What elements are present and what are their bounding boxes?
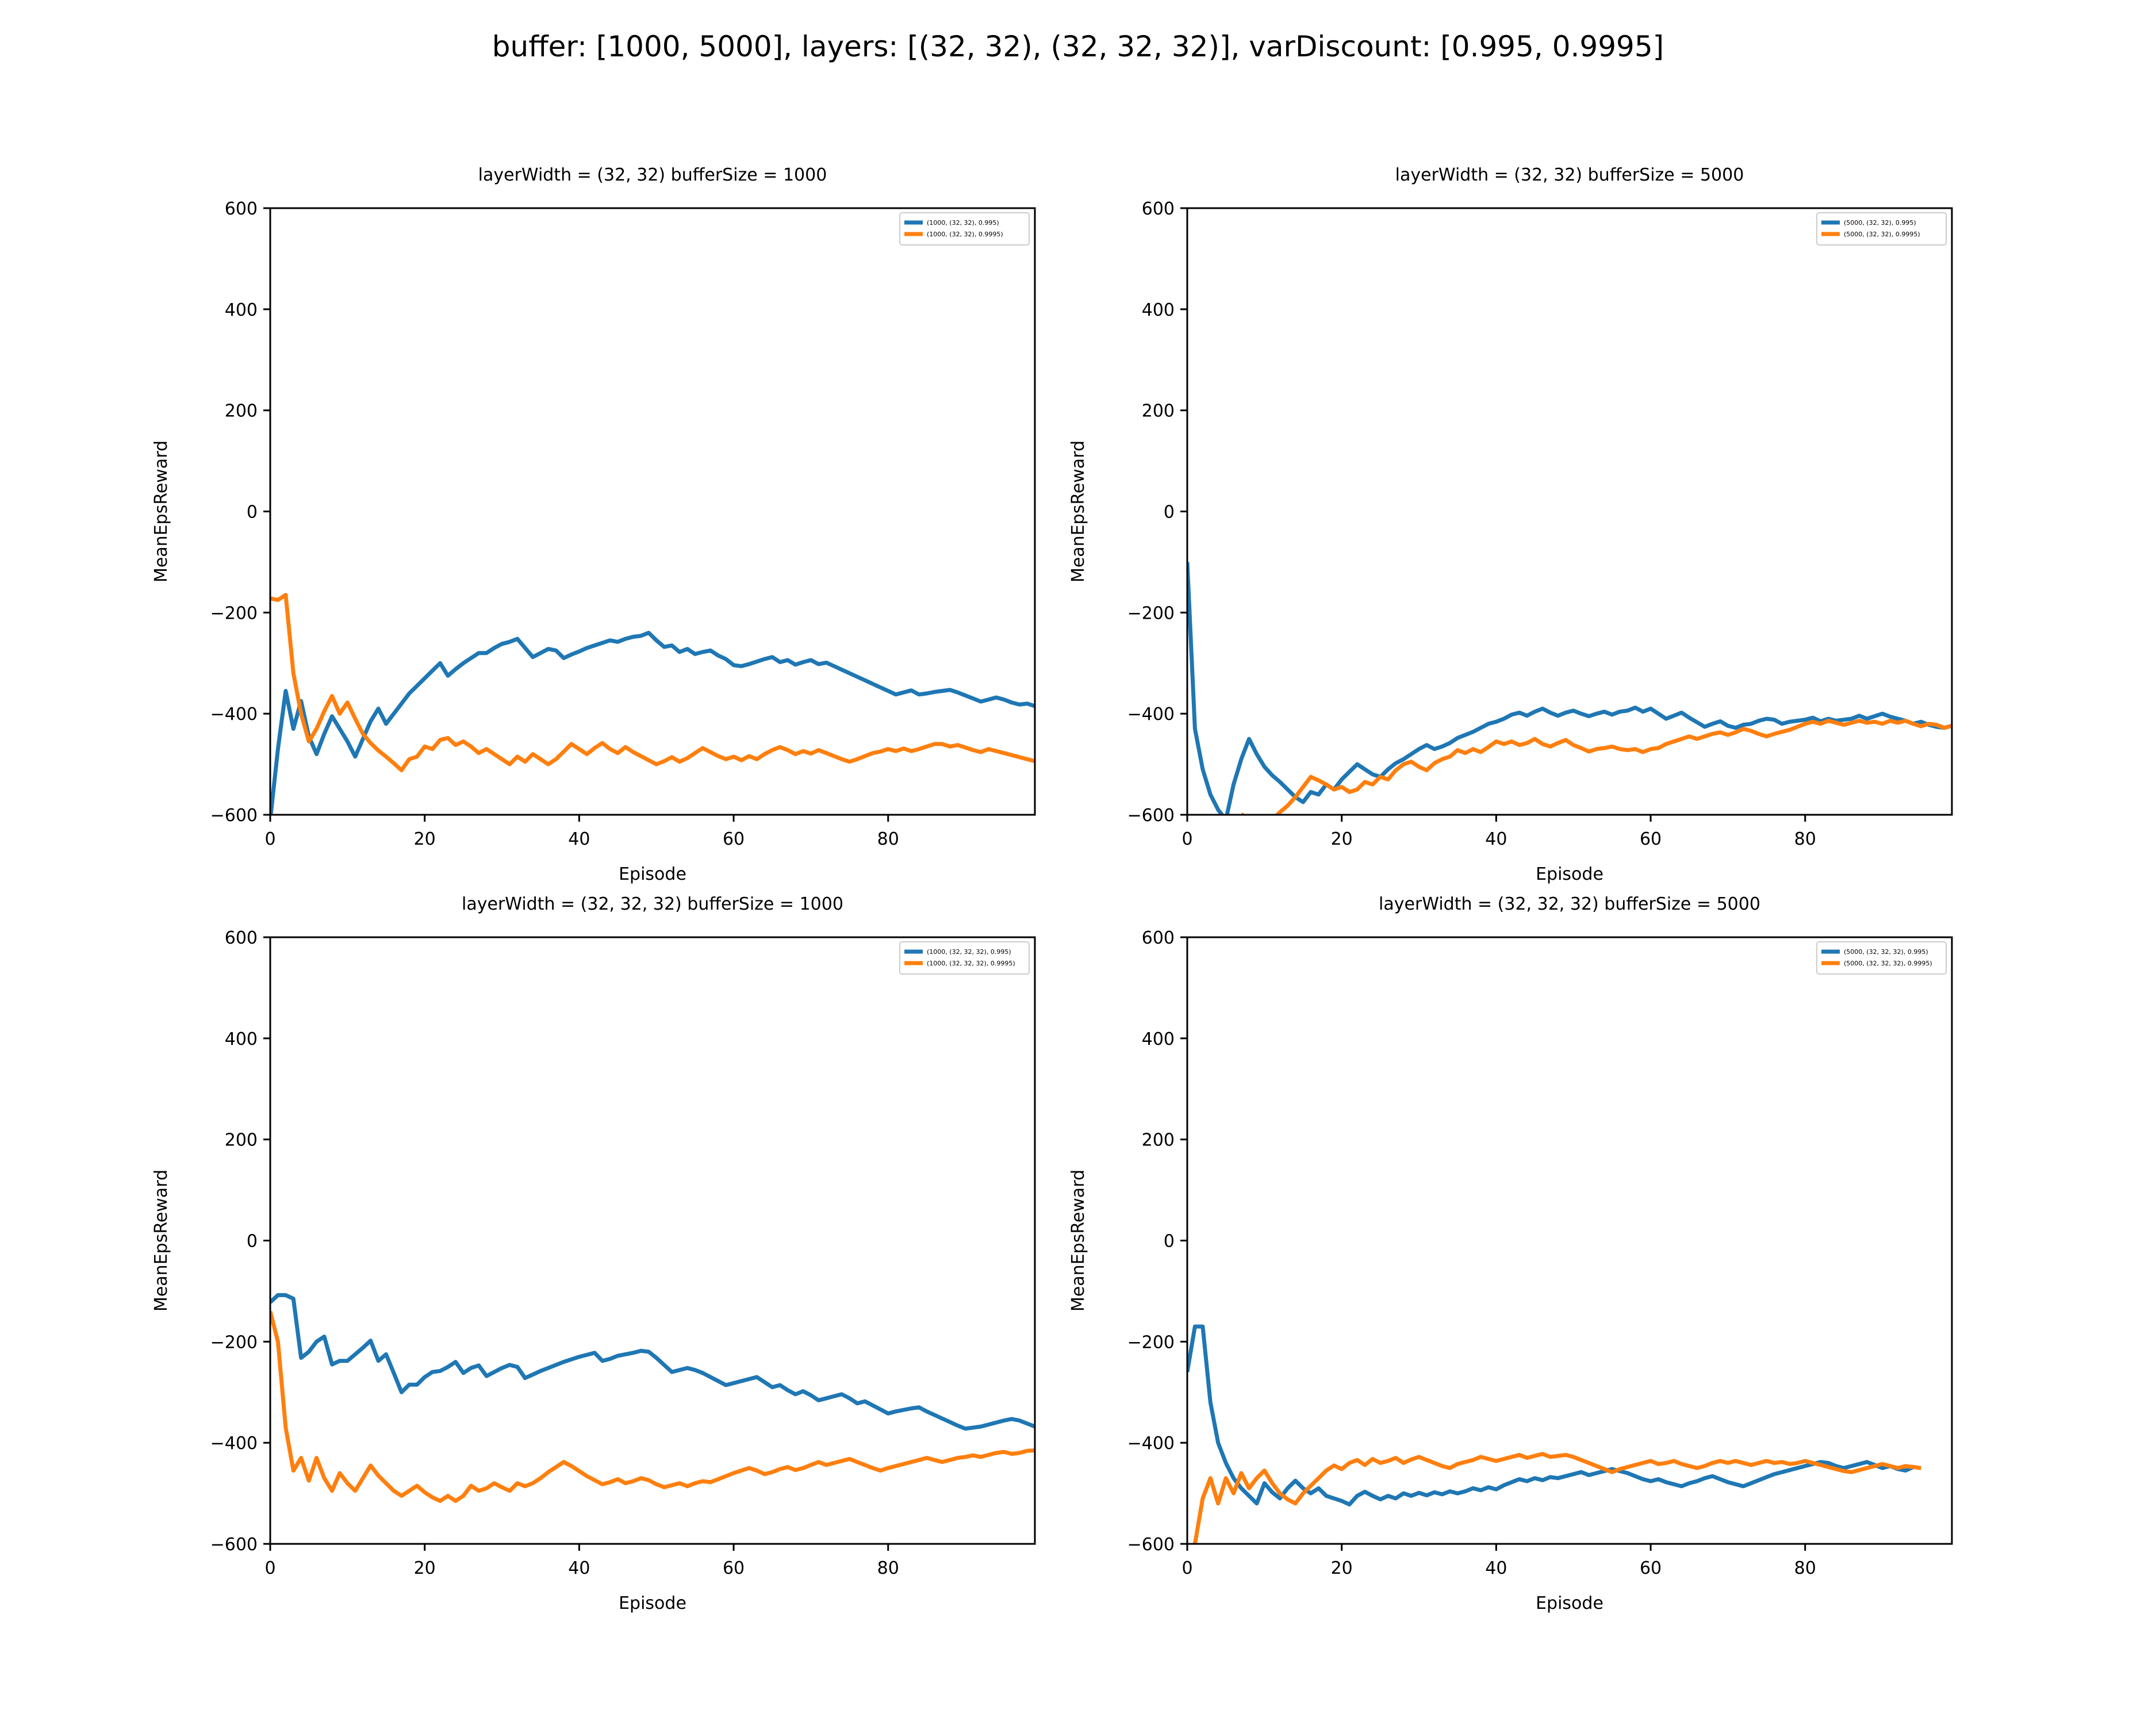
x-tick-label: 0 — [1181, 829, 1192, 849]
series-line-2 — [270, 1310, 1035, 1503]
x-axis-label: Episode — [619, 1593, 686, 1613]
series-line-1 — [270, 631, 1035, 815]
y-tick-label: 200 — [225, 1130, 258, 1151]
y-tick-label: 400 — [225, 1029, 258, 1049]
y-tick-label: 200 — [1142, 401, 1175, 421]
y-tick-label: 0 — [1164, 503, 1175, 523]
axes-frame — [1186, 936, 1953, 1545]
legend-label: (5000, (32, 32), 0.995) — [1844, 219, 1916, 227]
series-line-1 — [270, 1293, 1035, 1431]
x-tick-label: 20 — [414, 1558, 436, 1578]
x-tick-label: 40 — [568, 1558, 590, 1578]
x-tick-label: 80 — [1794, 829, 1816, 849]
x-tick-label: 0 — [264, 829, 275, 849]
legend: (5000, (32, 32), 0.995) (5000, (32, 32), … — [1816, 212, 1947, 246]
y-tick-label: −400 — [210, 1433, 258, 1454]
legend-box — [899, 212, 1030, 246]
y-tick-label: 400 — [1142, 300, 1175, 320]
figure-title: buffer: [1000, 5000], layers: [(32, 32),… — [492, 30, 1664, 63]
series-line-2 — [1240, 719, 1952, 815]
y-tick-label: 600 — [1142, 199, 1175, 219]
y-axis-label: MeanEpsReward — [1068, 440, 1088, 582]
y-tick-label: 200 — [1142, 1130, 1175, 1151]
x-tick-label: 80 — [877, 829, 899, 849]
x-tick-label: 80 — [877, 1558, 899, 1578]
legend-label: (1000, (32, 32, 32), 0.995) — [927, 948, 1011, 956]
y-tick-label: −600 — [210, 1535, 258, 1555]
legend-box — [899, 941, 1030, 975]
x-axis-label: Episode — [619, 864, 686, 884]
legend-box — [1816, 212, 1947, 246]
y-tick-label: 0 — [247, 1232, 258, 1252]
y-tick-label: 0 — [1164, 1232, 1175, 1252]
x-tick-label: 40 — [1485, 1558, 1507, 1578]
x-tick-label: 60 — [1640, 829, 1662, 849]
legend-label: (1000, (32, 32), 0.995) — [927, 219, 999, 227]
y-tick-label: 600 — [225, 928, 258, 948]
x-axis-label: Episode — [1536, 864, 1603, 884]
y-tick-label: 0 — [247, 503, 258, 523]
x-tick-label: 0 — [264, 1558, 275, 1578]
x-tick-label: 20 — [1331, 829, 1353, 849]
y-tick-label: 600 — [1142, 928, 1175, 948]
y-tick-label: 400 — [1142, 1029, 1175, 1049]
x-tick-label: 40 — [1485, 829, 1507, 849]
legend-label: (1000, (32, 32), 0.9995) — [927, 231, 1003, 238]
subplot-title: layerWidth = (32, 32) bufferSize = 5000 — [1395, 165, 1744, 185]
y-tick-label: 600 — [225, 199, 258, 219]
subplot-4: 0 20 40 60 80 −600 −400 −200 0 200 400 600 Episode Me… — [1068, 894, 1953, 1613]
series-line-2 — [270, 593, 1035, 773]
x-tick-label: 40 — [568, 829, 590, 849]
series-line-1 — [1187, 562, 1952, 815]
y-tick-label: −600 — [1127, 806, 1175, 826]
y-axis-label: MeanEpsReward — [151, 1170, 171, 1312]
y-tick-label: −400 — [210, 704, 258, 724]
y-axis-label: MeanEpsReward — [151, 440, 171, 582]
legend-label: (5000, (32, 32, 32), 0.9995) — [1844, 960, 1932, 967]
subplots: 0 20 40 60 80−600−400−2000200400600EpisodeMe… — [151, 165, 1953, 1613]
x-tick-label: 80 — [1794, 1558, 1816, 1578]
legend-label: (1000, (32, 32, 32), 0.9995) — [927, 960, 1015, 967]
y-tick-label: −200 — [1127, 603, 1175, 623]
subplot-1: 0 20 40 60 80 −600 −400 −200 0 200 400 600 Episode Me… — [151, 165, 1036, 884]
y-tick-label: −600 — [210, 806, 258, 826]
subplot-title: layerWidth = (32, 32, 32) bufferSize = 1… — [462, 894, 843, 914]
subplot-2: 0 20 40 60 80 −600 −400 −200 0 200 400 600 Episode Me… — [1068, 165, 1953, 884]
x-axis-label: Episode — [1536, 1593, 1603, 1613]
axes-frame — [269, 936, 1036, 1545]
x-tick-label: 60 — [723, 1558, 745, 1578]
subplot-3: 0 20 40 60 80 −600 −400 −200 0 200 400 600 Episode Me… — [151, 894, 1036, 1613]
y-tick-label: −400 — [1127, 704, 1175, 724]
y-tick-label: −200 — [1127, 1332, 1175, 1352]
y-tick-label: −600 — [1127, 1535, 1175, 1555]
series-line-1 — [1187, 1324, 1915, 1506]
x-tick-label: 60 — [1640, 1558, 1662, 1578]
y-tick-label: −200 — [210, 1332, 258, 1352]
x-tick-label: 60 — [723, 829, 745, 849]
y-axis-label: MeanEpsReward — [1068, 1170, 1088, 1312]
x-tick-label: 0 — [1181, 1558, 1192, 1578]
legend-box — [1816, 941, 1947, 975]
legend: (5000, (32, 32, 32), 0.995) (5000, (32, 3… — [1816, 941, 1947, 975]
x-tick-label: 20 — [414, 829, 436, 849]
y-tick-label: 200 — [225, 401, 258, 421]
series-line-2 — [1192, 1452, 1921, 1544]
legend-label: (5000, (32, 32), 0.9995) — [1844, 231, 1920, 238]
legend-label: (5000, (32, 32, 32), 0.995) — [1844, 948, 1928, 956]
y-tick-label: 400 — [225, 300, 258, 320]
legend: (1000, (32, 32, 32), 0.995) (1000, (32, 3… — [899, 941, 1030, 975]
legend: (1000, (32, 32), 0.995) (1000, (32, 32), … — [899, 212, 1030, 246]
subplot-title: layerWidth = (32, 32) bufferSize = 1000 — [478, 165, 827, 185]
x-tick-label: 20 — [1331, 1558, 1353, 1578]
subplot-title: layerWidth = (32, 32, 32) bufferSize = 5… — [1379, 894, 1760, 914]
y-tick-label: −200 — [210, 603, 258, 623]
y-tick-label: −400 — [1127, 1433, 1175, 1454]
